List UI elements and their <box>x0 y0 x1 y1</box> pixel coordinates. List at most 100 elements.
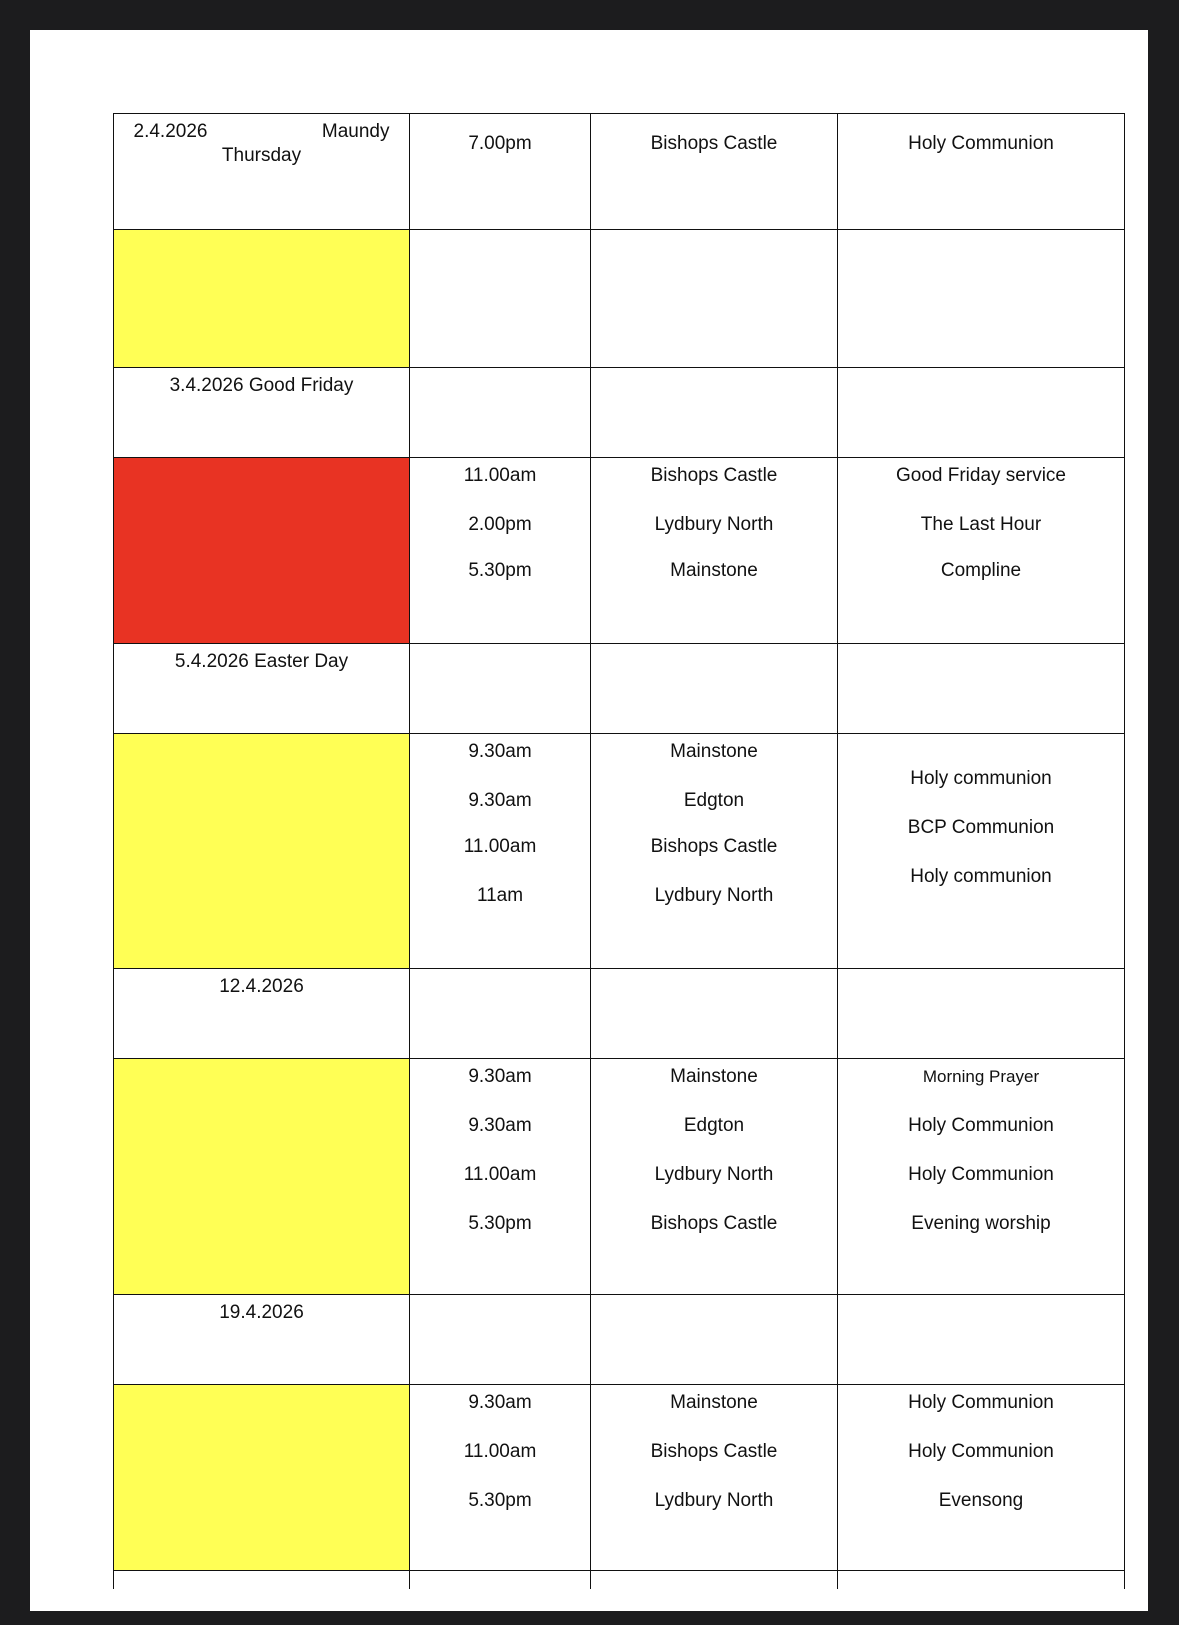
church-name: Bishops Castle <box>650 1441 778 1462</box>
date-row: 19.4.2026 <box>113 1294 1125 1384</box>
date-cell <box>113 229 409 367</box>
services-row: 9.30am 11.00am 5.30pm Mainstone Bishops Cast… <box>113 1384 1125 1571</box>
service-name: The Last Hour <box>920 514 1042 535</box>
date-cell: 5.4.2026 Easter Day <box>113 643 409 733</box>
place-cell <box>590 229 837 367</box>
service-name: Holy communion <box>910 768 1052 789</box>
date-row: 12.4.2026 <box>113 968 1125 1058</box>
service-cell <box>837 367 1125 457</box>
date-label: 3.4.2026 Good Friday <box>169 375 354 396</box>
service-name: BCP Communion <box>907 817 1055 838</box>
service-time: 11.00am <box>463 836 537 857</box>
time-cell: 9.30am 9.30am 11.00am 11am <box>409 733 590 968</box>
place-cell: Mainstone Bishops Castle Lydbury North <box>590 1384 837 1570</box>
services-row: 9.30am 9.30am 11.00am 11am Mainstone Edgton Bi… <box>113 733 1125 968</box>
time-cell: 11.00am 2.00pm 5.30pm <box>409 457 590 643</box>
date-cell <box>113 733 409 968</box>
church-name: Edgton <box>683 790 745 811</box>
service-cell: Holy communion BCP Communion Holy communio… <box>837 733 1125 968</box>
service-name: Good Friday service <box>895 465 1066 486</box>
church-name: Bishops Castle <box>650 836 778 857</box>
document-page: 2.4.2026 Maundy Thursday 7.00pm Bishops Ca… <box>30 30 1148 1611</box>
time-cell: 9.30am 11.00am 5.30pm <box>409 1384 590 1570</box>
date-cell <box>113 1384 409 1570</box>
service-time: 7.00pm <box>468 133 532 154</box>
date-cell: 2.4.2026 Maundy Thursday <box>113 113 409 229</box>
place-cell <box>590 1294 837 1384</box>
date-label: 19.4.2026 <box>219 1302 304 1323</box>
service-name: Evensong <box>938 1490 1024 1511</box>
place-cell: Bishops Castle Lydbury North Mainstone <box>590 457 837 643</box>
time-cell <box>409 1570 590 1589</box>
service-cell <box>837 1570 1125 1589</box>
date-cell <box>113 457 409 643</box>
service-time: 5.30pm <box>468 1213 532 1234</box>
service-cell: Holy Communion Holy Communion Evensong <box>837 1384 1125 1570</box>
service-time: 9.30am <box>468 1066 532 1087</box>
service-name: Holy Communion <box>908 133 1054 154</box>
service-cell: Morning Prayer Holy Communion Holy Communi… <box>837 1058 1125 1294</box>
time-cell: 7.00pm <box>409 113 590 229</box>
place-cell <box>590 367 837 457</box>
date-label: 5.4.2026 Easter Day <box>174 651 349 672</box>
service-name: Holy Communion <box>908 1115 1054 1136</box>
time-cell <box>409 367 590 457</box>
date-label: 12.4.2026 <box>219 976 304 997</box>
time-cell <box>409 643 590 733</box>
date-cell <box>113 1058 409 1294</box>
service-cell: Holy Communion <box>837 113 1125 229</box>
church-name: Lydbury North <box>654 514 774 535</box>
church-name: Edgton <box>683 1115 745 1136</box>
service-name: Holy communion <box>910 866 1052 887</box>
service-cell <box>837 968 1125 1058</box>
service-time: 2.00pm <box>468 514 532 535</box>
service-name: Holy Communion <box>908 1164 1054 1185</box>
place-cell <box>590 643 837 733</box>
date-row: 5.4.2026 Easter Day <box>113 643 1125 733</box>
service-time: 9.30am <box>468 741 532 762</box>
service-time: 9.30am <box>468 790 532 811</box>
service-time: 11.00am <box>463 465 537 486</box>
place-cell: Bishops Castle <box>590 113 837 229</box>
church-name: Mainstone <box>670 741 758 762</box>
time-cell <box>409 1294 590 1384</box>
church-name: Lydbury North <box>654 1164 774 1185</box>
time-cell: 9.30am 9.30am 11.00am 5.30pm <box>409 1058 590 1294</box>
church-name: Mainstone <box>670 1392 758 1413</box>
service-time: 9.30am <box>468 1115 532 1136</box>
place-cell: Mainstone Edgton Bishops Castle Lydbury Nor… <box>590 733 837 968</box>
service-name: Evening worship <box>911 1213 1051 1234</box>
date-cell <box>113 1570 409 1589</box>
church-name: Lydbury North <box>654 1490 774 1511</box>
church-name: Mainstone <box>670 560 758 581</box>
date-row: 3.4.2026 Good Friday <box>113 367 1125 457</box>
service-cell <box>837 229 1125 367</box>
services-row: 9.30am 9.30am 11.00am 5.30pm Mainstone Edgton… <box>113 1058 1125 1294</box>
date-cell: 19.4.2026 <box>113 1294 409 1384</box>
service-time: 11.00am <box>463 1164 537 1185</box>
service-time: 5.30pm <box>468 560 532 581</box>
time-cell <box>409 968 590 1058</box>
service-name: Holy Communion <box>908 1441 1054 1462</box>
date-cell: 3.4.2026 Good Friday <box>113 367 409 457</box>
church-name: Mainstone <box>670 1066 758 1087</box>
date-cell: 12.4.2026 <box>113 968 409 1058</box>
date-row: 2.4.2026 Maundy Thursday 7.00pm Bishops Ca… <box>113 113 1125 229</box>
place-cell <box>590 1570 837 1589</box>
service-cell: Good Friday service The Last Hour Compline <box>837 457 1125 643</box>
services-row: 11.00am 2.00pm 5.30pm Bishops Castle Lydbury… <box>113 457 1125 643</box>
date-label: 2.4.2026 Maundy Thursday <box>133 121 390 166</box>
service-cell <box>837 643 1125 733</box>
church-name: Lydbury North <box>654 885 774 906</box>
church-name: Bishops Castle <box>650 133 778 154</box>
church-name: Bishops Castle <box>650 1213 778 1234</box>
service-time: 9.30am <box>468 1392 532 1413</box>
time-cell <box>409 229 590 367</box>
church-name: Bishops Castle <box>650 465 778 486</box>
service-time: 11.00am <box>463 1441 537 1462</box>
place-cell: Mainstone Edgton Lydbury North Bishops Cast… <box>590 1058 837 1294</box>
service-name: Morning Prayer <box>922 1067 1040 1086</box>
service-time: 11am <box>476 885 524 906</box>
service-time: 5.30pm <box>468 1490 532 1511</box>
services-row <box>113 1570 1125 1589</box>
